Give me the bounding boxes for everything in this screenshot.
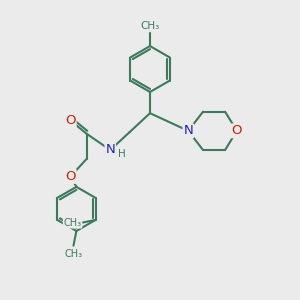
Text: H: H bbox=[118, 148, 125, 158]
Text: O: O bbox=[232, 124, 242, 137]
Text: CH₃: CH₃ bbox=[140, 21, 160, 31]
Text: O: O bbox=[65, 114, 76, 127]
Text: CH₃: CH₃ bbox=[64, 249, 82, 259]
Text: O: O bbox=[65, 170, 76, 183]
Text: N: N bbox=[105, 143, 115, 157]
Text: CH₃: CH₃ bbox=[64, 218, 82, 228]
Text: N: N bbox=[183, 124, 193, 137]
